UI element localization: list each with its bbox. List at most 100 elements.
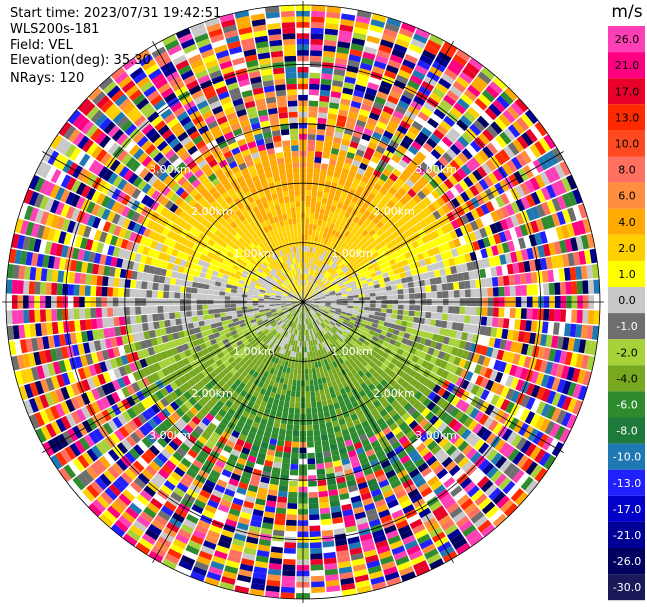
velocity-gate	[321, 73, 333, 80]
velocity-gate	[207, 304, 214, 310]
velocity-gate	[332, 316, 339, 321]
velocity-gate	[371, 13, 387, 23]
velocity-gate	[311, 315, 316, 322]
velocity-gate	[369, 200, 378, 209]
velocity-gate	[112, 287, 119, 297]
velocity-gate	[455, 331, 463, 340]
velocity-gate	[415, 28, 431, 39]
velocity-gate	[307, 294, 312, 299]
velocity-gate	[545, 184, 557, 199]
velocity-gate	[408, 448, 419, 459]
velocity-gate	[311, 592, 326, 599]
velocity-gate	[323, 411, 331, 418]
velocity-gate	[308, 480, 317, 487]
velocity-gate	[389, 90, 402, 100]
velocity-gate	[307, 305, 312, 310]
velocity-gate	[350, 283, 357, 288]
velocity-gate	[326, 11, 341, 19]
velocity-gate	[310, 38, 323, 46]
velocity-gate	[459, 225, 469, 236]
velocity-gate	[389, 258, 396, 266]
velocity-gate	[386, 308, 393, 314]
velocity-gate	[483, 416, 494, 429]
velocity-gate	[539, 231, 548, 244]
velocity-gate	[423, 436, 434, 447]
velocity-gate	[338, 271, 345, 277]
velocity-gate	[420, 466, 433, 478]
velocity-gate	[514, 98, 529, 113]
velocity-gate	[457, 322, 464, 332]
velocity-gate	[400, 223, 409, 232]
velocity-gate	[314, 384, 320, 391]
velocity-gate	[334, 251, 341, 258]
velocity-gate	[519, 273, 527, 285]
velocity-gate	[409, 226, 418, 235]
velocity-gate	[340, 248, 347, 256]
velocity-gate	[445, 403, 455, 415]
velocity-gate	[540, 374, 550, 388]
velocity-gate	[330, 294, 336, 297]
velocity-gate	[485, 246, 494, 258]
velocity-gate	[90, 318, 98, 330]
velocity-gate	[430, 113, 443, 124]
velocity-gate	[424, 471, 436, 482]
velocity-gate	[388, 217, 397, 226]
velocity-gate	[314, 278, 319, 284]
velocity-gate	[437, 207, 446, 217]
velocity-gate	[460, 164, 472, 176]
velocity-gate	[318, 485, 328, 492]
velocity-gate	[437, 244, 446, 253]
velocity-gate	[391, 334, 398, 341]
velocity-gate	[501, 264, 509, 276]
velocity-gate	[483, 175, 494, 188]
velocity-gate	[350, 228, 358, 236]
velocity-gate	[440, 251, 448, 261]
velocity-gate	[456, 167, 468, 179]
velocity-gate	[319, 316, 325, 322]
velocity-gate	[316, 242, 321, 249]
velocity-gate	[458, 314, 465, 323]
velocity-gate	[311, 269, 315, 276]
velocity-gate	[440, 275, 448, 284]
velocity-gate	[396, 314, 403, 321]
velocity-gate	[306, 274, 308, 280]
velocity-gate	[321, 67, 334, 75]
velocity-gate	[586, 325, 594, 340]
velocity-gate	[241, 297, 248, 301]
velocity-gate	[371, 356, 379, 364]
velocity-gate	[202, 294, 209, 300]
velocity-gate	[311, 252, 315, 259]
velocity-gate	[373, 150, 383, 160]
velocity-gate	[449, 144, 461, 156]
velocity-gate	[341, 291, 347, 295]
velocity-gate	[453, 281, 460, 290]
velocity-gate	[360, 103, 372, 112]
velocity-gate	[560, 224, 570, 239]
velocity-gate	[397, 144, 408, 155]
velocity-gate	[312, 258, 316, 265]
velocity-gate	[303, 274, 306, 280]
velocity-gate	[375, 328, 383, 334]
velocity-gate	[295, 396, 301, 403]
velocity-gate	[309, 288, 314, 294]
velocity-gate	[305, 223, 309, 230]
velocity-gate	[252, 305, 259, 309]
velocity-gate	[406, 352, 415, 361]
velocity-gate	[362, 247, 370, 255]
velocity-gate	[202, 289, 209, 295]
velocity-gate	[358, 294, 365, 298]
velocity-gate	[312, 315, 317, 321]
velocity-gate	[427, 117, 439, 129]
velocity-gate	[288, 486, 298, 493]
velocity-gate	[517, 354, 527, 367]
velocity-gate	[416, 238, 425, 247]
velocity-gate	[422, 142, 434, 153]
velocity-gate	[372, 217, 380, 225]
velocity-gate	[299, 341, 302, 347]
velocity-gate	[330, 304, 337, 307]
velocity-gate	[291, 385, 297, 392]
velocity-gate	[317, 378, 323, 385]
velocity-gate	[496, 95, 510, 109]
velocity-gate	[408, 43, 423, 54]
velocity-gate	[542, 347, 551, 361]
